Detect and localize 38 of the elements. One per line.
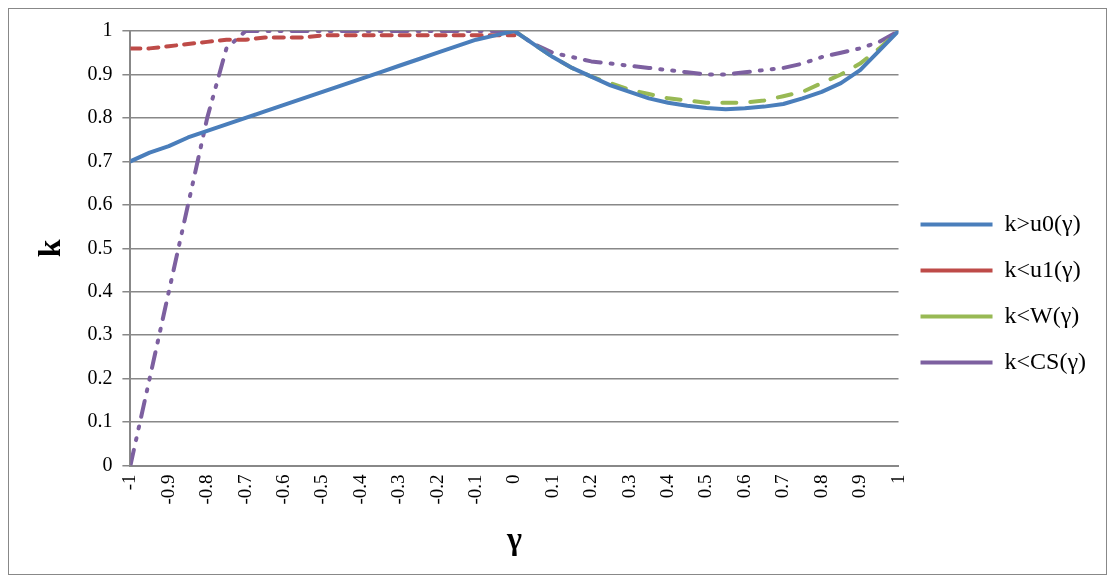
x-tick-label: 0.1 xyxy=(540,474,562,499)
x-tick-label: -0.1 xyxy=(464,474,486,505)
x-tick-label: 0.8 xyxy=(809,474,831,499)
y-tick-label: 0.4 xyxy=(87,278,113,301)
y-tick-label: 0.9 xyxy=(87,61,113,84)
x-tick-label: 0.5 xyxy=(694,474,716,499)
y-tick-label: 0.5 xyxy=(87,235,113,258)
x-tick-label: -0.2 xyxy=(425,474,447,505)
y-axis-title: k xyxy=(31,239,68,258)
y-tick-label: 0.6 xyxy=(87,192,113,215)
x-axis-title: γ xyxy=(505,520,522,557)
x-tick-label: -0.8 xyxy=(195,474,217,505)
x-tick-label: 0 xyxy=(502,474,524,485)
x-tick-label: 0.6 xyxy=(732,474,754,499)
y-tick-label: 1 xyxy=(102,18,113,41)
y-tick-label: 0.3 xyxy=(87,322,113,345)
x-tick-label: 0.7 xyxy=(771,474,793,499)
x-tick-label: -1 xyxy=(118,474,140,491)
x-tick-label: -0.9 xyxy=(156,474,178,505)
x-tick-label: -0.6 xyxy=(272,474,294,505)
x-tick-label: -0.5 xyxy=(310,474,332,505)
y-tick-label: 0.7 xyxy=(87,148,113,171)
x-tick-label: -0.3 xyxy=(387,474,409,505)
x-tick-label: 1 xyxy=(886,474,908,485)
legend-label: k<u1(γ) xyxy=(1004,255,1081,282)
y-tick-label: 0.8 xyxy=(87,105,113,128)
x-tick-label: 0.2 xyxy=(579,474,601,499)
x-tick-label: 0.3 xyxy=(617,474,639,499)
y-tick-label: 0.2 xyxy=(87,365,113,388)
line-series xyxy=(130,33,517,51)
x-tick-label: -0.4 xyxy=(348,474,370,505)
legend-label: k<CS(γ) xyxy=(1004,347,1086,374)
x-tick-label: -0.7 xyxy=(233,474,255,505)
legend-label: k<W(γ) xyxy=(1004,301,1080,328)
x-tick-label: 0.9 xyxy=(848,474,870,499)
legend-label: k>u0(γ) xyxy=(1004,209,1081,236)
y-tick-label: 0.1 xyxy=(87,409,113,432)
x-tick-label: 0.4 xyxy=(656,474,678,499)
